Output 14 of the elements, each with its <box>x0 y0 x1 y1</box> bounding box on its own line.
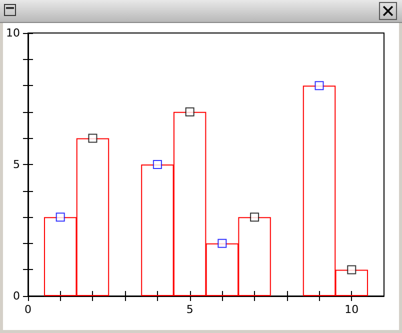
point <box>347 265 356 274</box>
y-tick-label: 10 <box>6 26 20 40</box>
x-tick-label: 0 <box>24 303 32 316</box>
point <box>250 212 260 222</box>
y-tick-label: 5 <box>12 158 20 171</box>
y-tick-label: 0 <box>12 290 20 302</box>
point <box>185 107 194 116</box>
point <box>314 81 324 90</box>
x-tick-label: 5 <box>186 303 194 316</box>
x-tick-label: 10 <box>344 303 359 316</box>
point <box>218 238 227 248</box>
point <box>88 134 98 143</box>
point <box>56 212 65 222</box>
point <box>152 160 162 169</box>
